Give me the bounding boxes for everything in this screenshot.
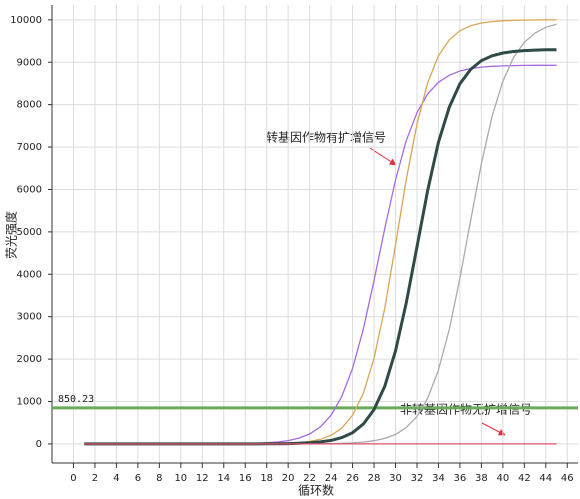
y-tick-label: 1000 — [17, 397, 42, 408]
x-tick-label: 16 — [239, 473, 252, 484]
y-tick-label: 10000 — [10, 15, 42, 26]
x-tick-label: 38 — [475, 473, 488, 484]
y-tick-label: 3000 — [17, 312, 42, 323]
x-tick-label: 46 — [561, 473, 574, 484]
y-tick-label: 5000 — [17, 227, 42, 238]
x-tick-label: 40 — [496, 473, 509, 484]
curve — [84, 64, 557, 445]
y-axis-title: 荧光强度 — [4, 211, 19, 259]
x-tick-label: 14 — [217, 473, 230, 484]
x-tick-label: 18 — [260, 473, 273, 484]
x-tick-label: 6 — [135, 473, 141, 484]
y-tick-label: 7000 — [17, 142, 42, 153]
y-tick-label: 8000 — [17, 100, 42, 111]
x-tick-label: 44 — [539, 473, 552, 484]
x-tick-label: 4 — [113, 473, 119, 484]
x-tick-label: 34 — [432, 473, 445, 484]
curve — [84, 48, 557, 446]
annotation-arrow — [481, 422, 506, 436]
x-tick-label: 20 — [282, 473, 295, 484]
y-tick-label: 6000 — [17, 184, 42, 195]
x-tick-label: 30 — [389, 473, 402, 484]
annotation: 转基因作物有扩增信号 — [266, 130, 386, 145]
x-tick-label: 36 — [454, 473, 467, 484]
x-tick-label: 10 — [174, 473, 187, 484]
x-tick-label: 26 — [346, 473, 359, 484]
y-tick-label: 9000 — [17, 57, 42, 68]
x-tick-label: 24 — [325, 473, 338, 484]
y-tick-label: 2000 — [17, 354, 42, 365]
x-tick-label: 0 — [70, 473, 76, 484]
x-tick-label: 12 — [196, 473, 209, 484]
x-tick-label: 28 — [368, 473, 381, 484]
y-tick-label: 4000 — [17, 269, 42, 280]
x-tick-label: 2 — [92, 473, 98, 484]
x-axis-title: 循环数 — [298, 483, 334, 498]
threshold-label: 850.23 — [58, 394, 94, 405]
x-tick-label: 8 — [156, 473, 162, 484]
x-tick-label: 42 — [518, 473, 531, 484]
y-tick-label: 0 — [36, 439, 42, 450]
x-tick-label: 32 — [411, 473, 424, 484]
x-tick-label: 22 — [303, 473, 316, 484]
curve — [84, 23, 557, 445]
